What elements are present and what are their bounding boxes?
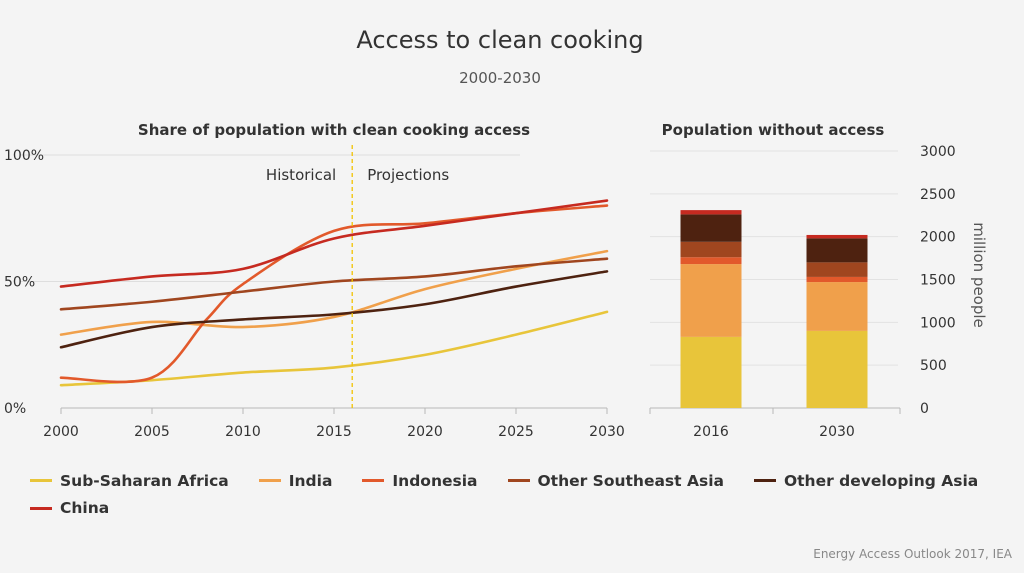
bar-segment-2016-indonesia <box>680 257 742 265</box>
line-x-tick-label: 2015 <box>316 424 352 440</box>
bar-y-tick-label: 3000 <box>920 144 956 160</box>
legend-label: Indonesia <box>392 471 478 490</box>
bar-segment-2030-other-southeast-asia <box>806 262 868 277</box>
bar-y-tick-label: 2000 <box>920 230 956 246</box>
line-y-tick-label: 100% <box>4 148 44 164</box>
line-y-tick-label: 0% <box>4 401 26 417</box>
series-line-other-developing-asia <box>59 270 609 349</box>
source-note: Energy Access Outlook 2017, IEA <box>813 547 1012 561</box>
bar-segment-2016-china <box>680 210 742 215</box>
bar-segment-2030-indonesia <box>806 276 868 283</box>
legend-label: Other Southeast Asia <box>537 471 724 490</box>
legend-label: India <box>288 471 333 490</box>
legend-label: Sub-Saharan Africa <box>60 471 229 490</box>
legend: Sub-Saharan Africa India Indonesia Other So… <box>30 468 1010 523</box>
bar-segment-2016-other-southeast-asia <box>680 241 742 258</box>
bar-category-label: 2030 <box>819 424 855 440</box>
bar-chart-stacks: 2016 2030 <box>680 210 868 440</box>
series-line-sub-saharan-africa <box>59 310 609 387</box>
bar-chart-axes: 0 500 1000 1500 2000 2500 3000 million people <box>649 144 988 417</box>
line-chart-title: Share of population with clean cooking a… <box>138 121 530 139</box>
projections-label: Projections <box>367 166 449 184</box>
line-x-tick-label: 2005 <box>134 424 170 440</box>
legend-item-china: China <box>30 499 109 517</box>
line-chart-annotations: Historical Projections <box>266 145 449 408</box>
charts-canvas: Share of population with clean cooking a… <box>4 121 988 440</box>
bar-segment-2030-other-developing-asia <box>806 238 868 263</box>
legend-swatch <box>258 479 281 482</box>
bar-segment-2030-china <box>806 234 868 239</box>
legend-swatch <box>30 479 52 482</box>
bar-y-tick-label: 2500 <box>920 187 956 203</box>
legend-item-sub-saharan-africa: Sub-Saharan Africa <box>30 472 229 490</box>
legend-swatch <box>507 479 530 482</box>
legend-swatch <box>362 479 385 482</box>
line-x-tick-label: 2000 <box>43 424 79 440</box>
legend-label: Other developing Asia <box>783 471 979 490</box>
chart-subtitle: 2000-2030 <box>459 69 541 87</box>
legend-item-other-developing-asia: Other developing Asia <box>753 471 979 490</box>
series-line-china <box>59 199 609 288</box>
legend-item-india: India <box>258 471 333 490</box>
bar-segment-2016-sub-saharan-africa <box>680 336 742 408</box>
legend-item-indonesia: Indonesia <box>362 471 478 490</box>
line-y-tick-label: 50% <box>4 275 35 291</box>
bar-chart-title: Population without access <box>662 121 885 139</box>
line-chart-axes: 0% 50% 100% 2000 2005 2010 2015 2020 2025 2030 <box>4 148 625 440</box>
line-x-tick-label: 2020 <box>407 424 443 440</box>
bar-segment-2016-india <box>680 264 742 337</box>
bar-segment-2030-india <box>806 282 868 331</box>
chart-title: Access to clean cooking <box>356 26 644 54</box>
bar-segment-2030-sub-saharan-africa <box>806 330 868 408</box>
legend-label: China <box>60 499 110 517</box>
line-chart-series <box>59 199 609 387</box>
legend-swatch <box>30 506 52 510</box>
legend-swatch <box>753 479 776 482</box>
bar-segment-2016-other-developing-asia <box>680 214 742 242</box>
line-x-tick-label: 2030 <box>589 424 625 440</box>
series-line-india <box>59 249 609 336</box>
bar-y-tick-label: 500 <box>920 358 947 374</box>
series-line-other-southeast-asia <box>59 257 609 311</box>
bar-y-tick-label: 0 <box>920 401 929 417</box>
bar-y-tick-label: 1000 <box>920 315 956 331</box>
line-x-tick-label: 2010 <box>225 424 261 440</box>
bar-y-axis-label: million people <box>970 222 988 328</box>
legend-item-other-southeast-asia: Other Southeast Asia <box>507 471 724 490</box>
bar-category-label: 2016 <box>693 424 729 440</box>
bar-y-tick-label: 1500 <box>920 273 956 289</box>
series-line-indonesia <box>59 204 609 384</box>
historical-label: Historical <box>266 166 336 184</box>
line-x-tick-label: 2025 <box>498 424 534 440</box>
